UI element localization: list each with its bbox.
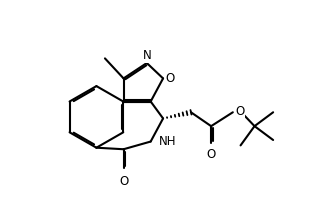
Text: O: O <box>119 175 128 188</box>
Text: O: O <box>165 72 175 85</box>
Text: O: O <box>206 148 216 161</box>
Text: O: O <box>235 105 244 118</box>
Text: NH: NH <box>158 135 176 148</box>
Text: N: N <box>142 49 151 62</box>
